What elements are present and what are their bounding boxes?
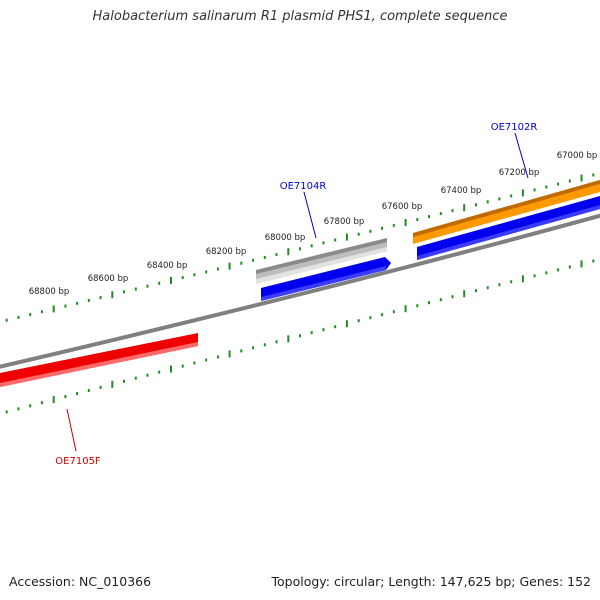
tick-label: 68600 bp xyxy=(88,274,129,284)
gene-label-oe7104r[interactable]: OE7104R xyxy=(280,181,327,192)
tick-label: 68400 bp xyxy=(147,261,188,271)
gene-oe7102r[interactable] xyxy=(413,180,600,244)
tick-label: 67400 bp xyxy=(441,186,482,196)
ruler-labels: 67000 bp 67200 bp 67400 bp 67600 bp 6780… xyxy=(29,151,598,297)
tick-label: 67000 bp xyxy=(557,151,598,161)
tick-label: 67200 bp xyxy=(499,168,540,178)
tick-label: 67800 bp xyxy=(324,217,365,227)
accession-text: Accession: NC_010366 xyxy=(9,574,152,589)
topology-text: Topology: circular; Length: 147,625 bp; … xyxy=(271,574,592,589)
map-title: Halobacterium salinarum R1 plasmid PHS1,… xyxy=(92,9,508,24)
gene-oe7105f[interactable] xyxy=(0,333,198,387)
plasmid-backbone xyxy=(0,213,600,369)
cds-right[interactable] xyxy=(417,196,600,260)
outer-tick-ring xyxy=(5,173,595,322)
inner-tick-ring xyxy=(5,259,595,414)
pointer-oe7104r xyxy=(303,191,317,239)
pointer-oe7105f xyxy=(66,408,77,452)
tick-label: 68800 bp xyxy=(29,287,70,297)
gene-label-oe7105f[interactable]: OE7105F xyxy=(55,456,101,467)
tick-label: 67600 bp xyxy=(382,202,423,212)
tick-label: 68000 bp xyxy=(265,233,306,243)
tick-label: 68200 bp xyxy=(206,247,247,257)
gene-label-oe7102r[interactable]: OE7102R xyxy=(491,122,538,133)
gene-oe7104r[interactable] xyxy=(256,238,387,284)
pointer-oe7102r xyxy=(514,132,529,179)
cds-middle[interactable] xyxy=(261,257,391,301)
